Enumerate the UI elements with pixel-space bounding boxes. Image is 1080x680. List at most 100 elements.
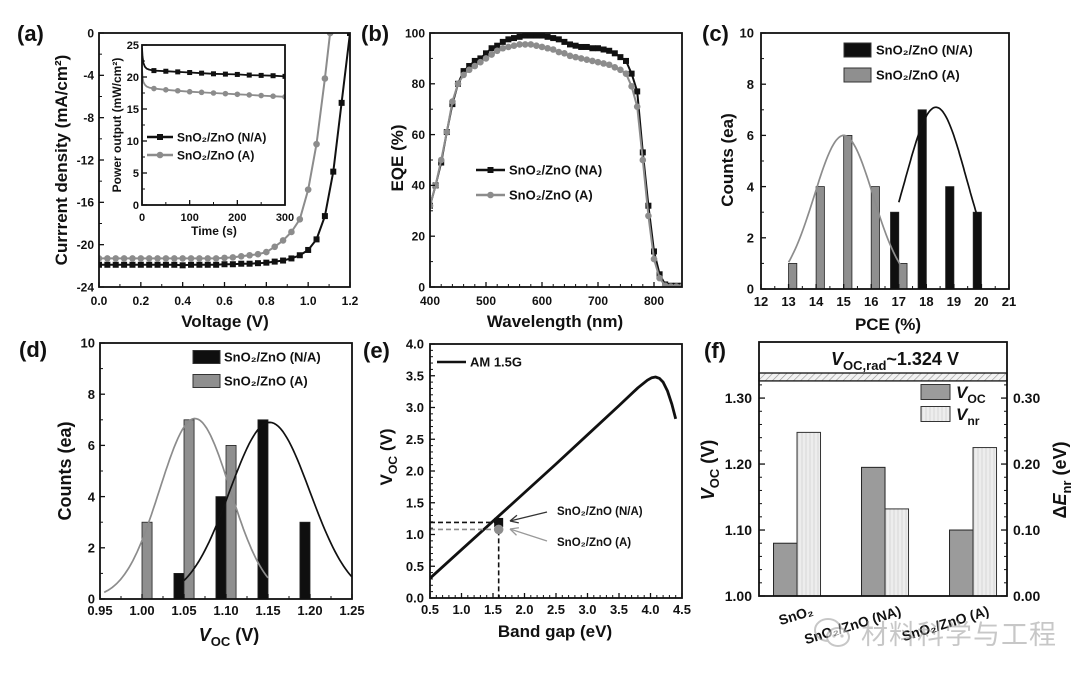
data-point-circle bbox=[622, 70, 630, 77]
plot-frame bbox=[99, 342, 353, 600]
data-point-circle bbox=[544, 44, 551, 52]
data-point-circle bbox=[174, 87, 181, 94]
legend-item: SnO₂/ZnO (NA) bbox=[476, 163, 602, 178]
series-line bbox=[430, 375, 678, 580]
text-segment: V bbox=[377, 474, 396, 486]
data-point-circle bbox=[639, 156, 647, 164]
legend-label: Vnr bbox=[956, 405, 980, 428]
subscript-segment: OC,rad bbox=[843, 358, 886, 373]
data-point-square bbox=[460, 68, 467, 75]
panel-a: (a) 0.0 0.2 0.4 0.6 0.8 1.0 1.2 0 -4 -8 -12 -16 -20 -2… bbox=[17, 21, 359, 331]
y-tick-label: 1.10 bbox=[725, 522, 752, 538]
data-point-square bbox=[112, 261, 119, 268]
data-point-square bbox=[313, 236, 320, 243]
legend-label: SnO₂/ZnO (A) bbox=[876, 68, 960, 83]
data-point-circle bbox=[633, 103, 641, 110]
data-point-circle bbox=[561, 50, 568, 57]
data-point-circle bbox=[454, 80, 462, 88]
data-point-circle bbox=[296, 215, 304, 223]
x-axis-title: Band gap (eV) bbox=[498, 622, 612, 641]
data-point-square bbox=[204, 261, 211, 268]
data-point-circle bbox=[460, 71, 467, 79]
data-point-circle bbox=[443, 128, 451, 136]
y-tick-label: 80 bbox=[412, 77, 426, 91]
histogram-bar bbox=[225, 444, 237, 599]
x-axis-title: VOC (V) bbox=[199, 625, 260, 649]
data-point-circle bbox=[516, 41, 523, 48]
data-point-square bbox=[589, 45, 596, 52]
arrow-head bbox=[509, 514, 518, 522]
legend-label: SnO₂/ZnO (A) bbox=[509, 188, 593, 203]
y2-tick-label: 0.20 bbox=[1013, 456, 1040, 472]
data-point-square bbox=[347, 33, 350, 36]
bar-vnr bbox=[972, 447, 998, 597]
y-tick-label: 4.0 bbox=[406, 337, 424, 352]
x-tick-label: 400 bbox=[420, 294, 440, 308]
histogram-bar bbox=[173, 573, 185, 599]
x-tick-label: 17 bbox=[892, 294, 906, 309]
data-point-circle bbox=[432, 182, 439, 189]
x-tick-label: 200 bbox=[228, 212, 246, 224]
data-point-circle bbox=[471, 62, 479, 70]
inset-x-axis-title: Time (s) bbox=[191, 224, 237, 238]
bar-voc bbox=[949, 529, 974, 597]
data-point-circle bbox=[589, 57, 596, 65]
data-point-circle bbox=[288, 228, 295, 236]
data-point-square bbox=[567, 41, 573, 48]
histogram-bar bbox=[917, 109, 927, 289]
category-label: SnO₂/ZnO (NA) bbox=[802, 603, 903, 648]
x-tick-label: 1.0 bbox=[452, 602, 470, 617]
y-tick-label: 4 bbox=[747, 179, 755, 194]
data-point-circle bbox=[600, 60, 607, 67]
data-series bbox=[430, 375, 678, 580]
data-point-square bbox=[222, 71, 228, 77]
y-tick-label: 10 bbox=[81, 336, 95, 351]
data-point-circle bbox=[234, 91, 241, 98]
data-point-circle bbox=[222, 90, 229, 97]
plot-frame bbox=[760, 32, 1010, 290]
data-point-square bbox=[533, 33, 540, 39]
data-point-circle bbox=[151, 85, 157, 92]
panel-d: (d) 0.95 1.00 1.05 1.10 1.15 1.20 1.25 0 2 4 6 8 10 Sn… bbox=[19, 336, 365, 649]
data-point-square bbox=[146, 261, 153, 268]
x-tick-label: 0.5 bbox=[421, 602, 439, 617]
data-point-square bbox=[229, 261, 236, 268]
legend-swatch bbox=[192, 374, 221, 388]
x-tick-label: 3.5 bbox=[610, 602, 628, 617]
data-point-circle bbox=[263, 248, 270, 256]
text-segment: V bbox=[956, 405, 969, 424]
y-tick-label: 6 bbox=[88, 438, 95, 453]
plot-frame bbox=[98, 32, 351, 288]
x-tick-label: 2.5 bbox=[547, 602, 565, 617]
legend-label: SnO₂/ZnO (N/A) bbox=[177, 130, 266, 144]
data-point-circle bbox=[594, 58, 602, 66]
panel-label: (c) bbox=[702, 21, 729, 46]
data-point-circle bbox=[154, 255, 161, 262]
legend: SnO₂/ZnO (NA) SnO₂/ZnO (A) bbox=[476, 163, 602, 203]
data-point-square bbox=[572, 42, 579, 49]
text-segment: (V) bbox=[230, 625, 259, 645]
y-tick-label: 20 bbox=[412, 230, 426, 244]
x-tick-label: 16 bbox=[864, 294, 878, 309]
data-point-square bbox=[471, 57, 478, 64]
point-label: SnO₂/ZnO (A) bbox=[557, 537, 631, 549]
legend-swatch bbox=[920, 384, 951, 400]
data-point-square bbox=[494, 517, 504, 527]
x-tick-label: 4.5 bbox=[673, 602, 691, 617]
data-point-square bbox=[151, 68, 157, 74]
data-series bbox=[99, 33, 334, 262]
data-point-square bbox=[175, 69, 181, 75]
y-tick-label: 0.5 bbox=[406, 559, 424, 574]
data-point-square bbox=[466, 63, 473, 70]
data-point-circle bbox=[499, 44, 507, 52]
data-point-square bbox=[338, 99, 345, 106]
data-point-circle bbox=[628, 83, 635, 90]
x-tick-label: 18 bbox=[919, 294, 933, 309]
y2-axis-title: ΔEnr (eV) bbox=[1050, 442, 1074, 519]
y-tick-label: 10 bbox=[127, 136, 139, 148]
data-point-circle bbox=[163, 87, 169, 93]
data-point-square bbox=[211, 71, 216, 77]
legend-swatch bbox=[843, 42, 872, 58]
